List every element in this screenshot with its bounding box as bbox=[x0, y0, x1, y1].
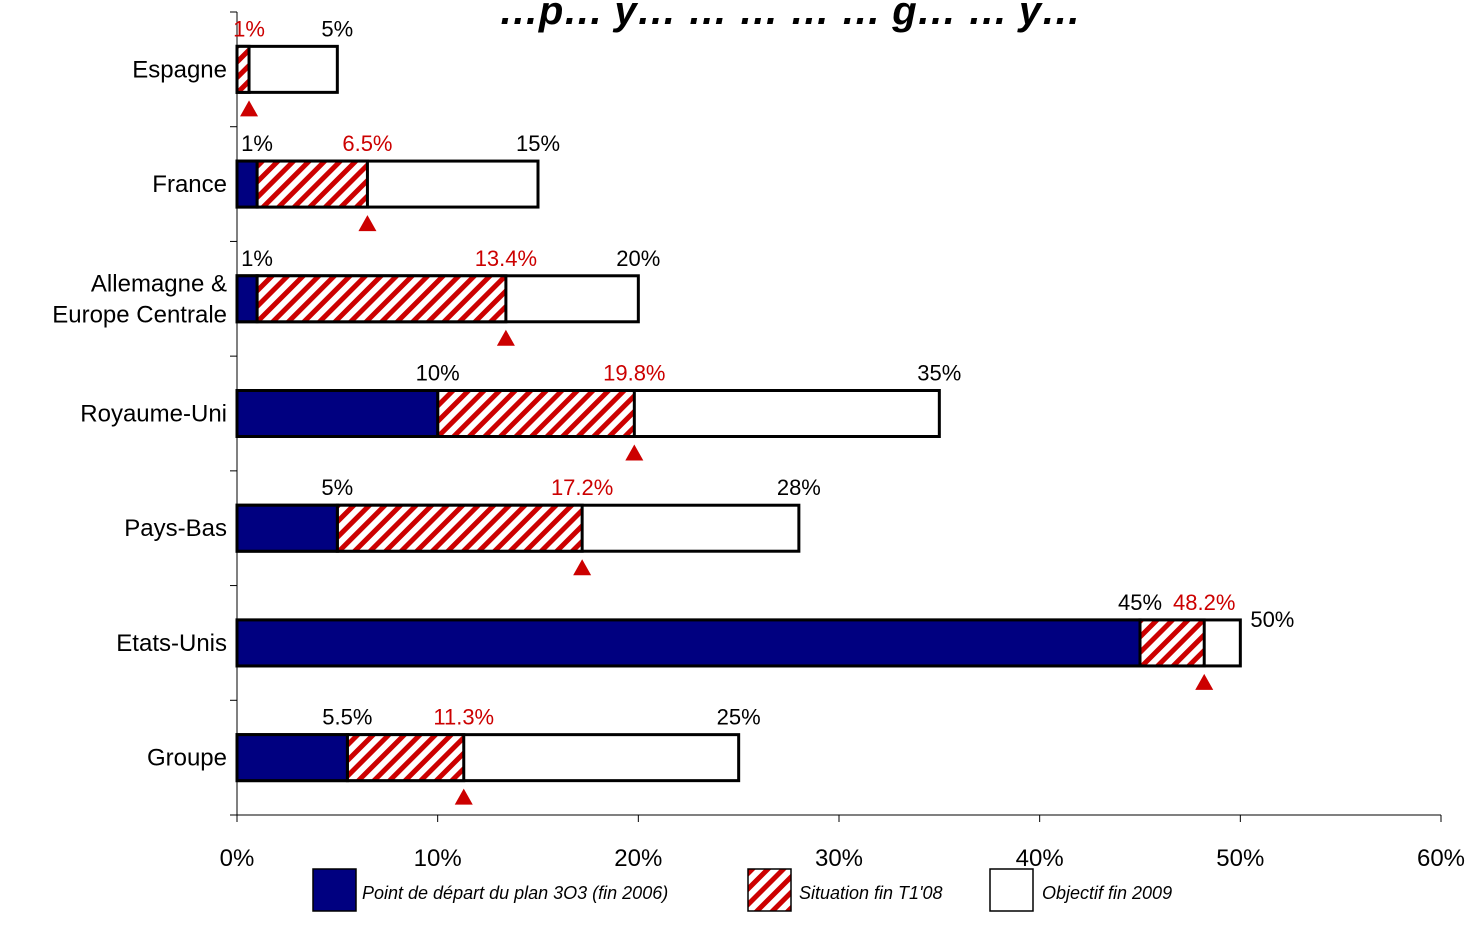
x-tick-label: 50% bbox=[1216, 845, 1264, 872]
current-marker bbox=[496, 329, 515, 346]
current-marker bbox=[358, 215, 377, 232]
category-label: Pays-Bas bbox=[124, 515, 227, 542]
current-value-label: 13.4% bbox=[475, 246, 537, 271]
legend-label: Objectif fin 2009 bbox=[1042, 883, 1172, 903]
target-value-label: 28% bbox=[777, 475, 821, 500]
category-label: Royaume-Uni bbox=[80, 401, 227, 428]
bars bbox=[235, 44, 1242, 805]
legend-swatch-current bbox=[747, 868, 792, 912]
x-tick-label: 30% bbox=[815, 845, 863, 872]
chart-title-partial: …p… y… … … … … g… … y… bbox=[499, 0, 1081, 33]
current-value-label: 17.2% bbox=[551, 475, 613, 500]
current-value-label: 11.3% bbox=[433, 705, 494, 730]
axes: 0% 10% 20% 30% 40% 50% 60% bbox=[220, 11, 1465, 872]
start-value-label: 10% bbox=[416, 361, 460, 386]
category-label: Groupe bbox=[147, 745, 227, 772]
current-marker bbox=[625, 444, 644, 461]
category-label: Espagne bbox=[132, 56, 227, 83]
category-label: France bbox=[152, 171, 227, 198]
bar-start bbox=[235, 159, 259, 209]
bar-current bbox=[436, 389, 636, 438]
current-value-label: 6.5% bbox=[342, 131, 392, 156]
start-value-label: 5.5% bbox=[322, 705, 372, 730]
target-value-label: 25% bbox=[717, 705, 761, 730]
current-value-label: 19.8% bbox=[603, 361, 665, 386]
legend-label: Point de départ du plan 3O3 (fin 2006) bbox=[362, 883, 668, 903]
bar-current bbox=[335, 503, 584, 553]
target-value-label: 5% bbox=[321, 16, 353, 41]
x-tick-label: 40% bbox=[1016, 845, 1064, 872]
legend-swatch-target bbox=[989, 868, 1034, 912]
bar-current bbox=[345, 733, 466, 783]
x-tick-label: 60% bbox=[1417, 845, 1465, 872]
start-value-label: 45% bbox=[1118, 590, 1162, 615]
bar-current bbox=[255, 159, 369, 209]
bar-current bbox=[255, 274, 508, 324]
target-value-label: 20% bbox=[616, 246, 660, 271]
target-value-label: 50% bbox=[1250, 607, 1294, 632]
x-tick-label: 0% bbox=[220, 845, 255, 872]
bar-start bbox=[235, 618, 1142, 668]
current-marker bbox=[240, 100, 259, 117]
category-label: Etats-Unis bbox=[116, 630, 227, 657]
bar-target bbox=[235, 44, 339, 94]
category-label: Europe Centrale bbox=[52, 301, 227, 328]
legend-swatch-start bbox=[312, 868, 357, 912]
current-value-label: 48.2% bbox=[1173, 590, 1235, 615]
bar-current bbox=[235, 44, 251, 94]
start-value-label: 1% bbox=[241, 246, 273, 271]
target-value-label: 35% bbox=[917, 361, 961, 386]
current-marker bbox=[1195, 673, 1214, 690]
current-marker bbox=[573, 559, 592, 576]
category-label: Allemagne & bbox=[91, 270, 227, 297]
current-marker bbox=[454, 788, 473, 805]
x-tick-label: 10% bbox=[414, 845, 462, 872]
bar-start bbox=[235, 733, 349, 783]
bar-start bbox=[235, 503, 339, 553]
current-value-label: 1% bbox=[233, 16, 265, 41]
target-value-label: 15% bbox=[516, 131, 560, 156]
start-value-label: 5% bbox=[321, 475, 353, 500]
legend-label: Situation fin T1'08 bbox=[799, 883, 943, 903]
legend: Point de départ du plan 3O3 (fin 2006) Si… bbox=[312, 868, 1172, 912]
start-value-label: 1% bbox=[241, 131, 273, 156]
x-tick-label: 20% bbox=[614, 845, 662, 872]
bar-start bbox=[235, 274, 259, 324]
bar-current bbox=[1138, 618, 1206, 668]
bar-start bbox=[235, 389, 440, 438]
